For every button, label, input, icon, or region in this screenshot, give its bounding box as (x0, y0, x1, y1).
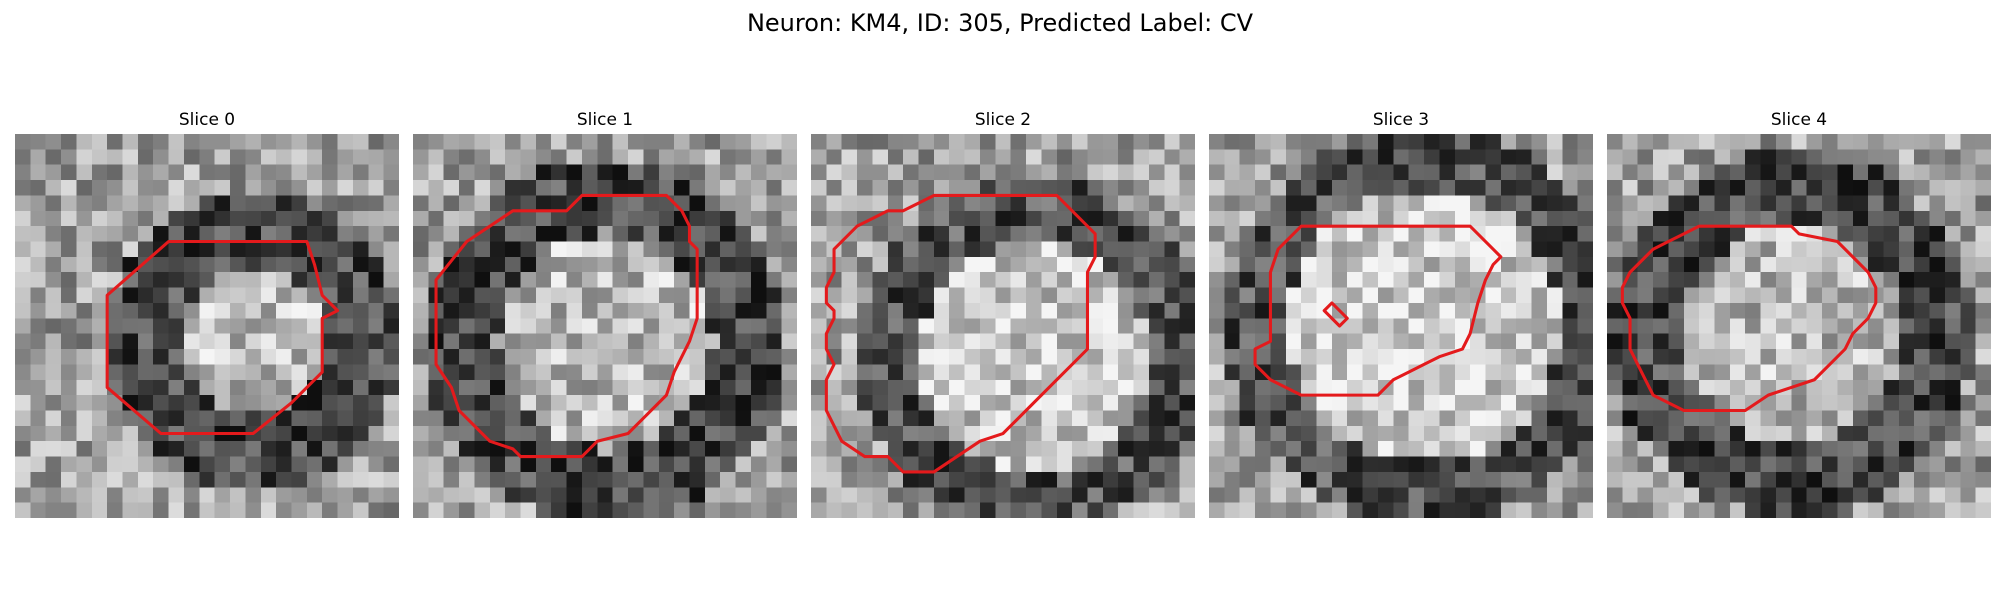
pixel-grid (811, 134, 1195, 518)
slice-panel-2: Slice 2 (811, 110, 1195, 518)
slice-panel-4: Slice 4 (1607, 110, 1991, 518)
cell-contour (105, 239, 340, 436)
cell-contour (824, 193, 1097, 474)
slice-image-3 (1209, 134, 1593, 518)
slice-image-0 (15, 134, 399, 518)
slice-title-2: Slice 2 (974, 110, 1032, 130)
figure-title: Neuron: KM4, ID: 305, Predicted Label: C… (746, 9, 1254, 37)
pixel-grid (1607, 134, 1991, 518)
cell-contour (1253, 224, 1503, 397)
slice-panel-3: Slice 3 (1209, 110, 1593, 518)
pixel-grid (413, 134, 797, 518)
slice-panel-1: Slice 1 (413, 110, 797, 518)
slice-title-3: Slice 3 (1372, 110, 1430, 130)
slice-title-0: Slice 0 (178, 110, 236, 130)
slice-image-2 (811, 134, 1195, 518)
pixel-grid (1209, 134, 1593, 518)
cell-contour (1620, 224, 1878, 413)
slice-panel-0: Slice 0 (15, 110, 399, 518)
slice-image-1 (413, 134, 797, 518)
slice-title-4: Slice 4 (1770, 110, 1828, 130)
slice-title-1: Slice 1 (576, 110, 634, 130)
cell-contour (434, 193, 699, 459)
slice-image-4 (1607, 134, 1991, 518)
pixel-grid (15, 134, 399, 518)
inner-contour-0 (1322, 301, 1349, 328)
